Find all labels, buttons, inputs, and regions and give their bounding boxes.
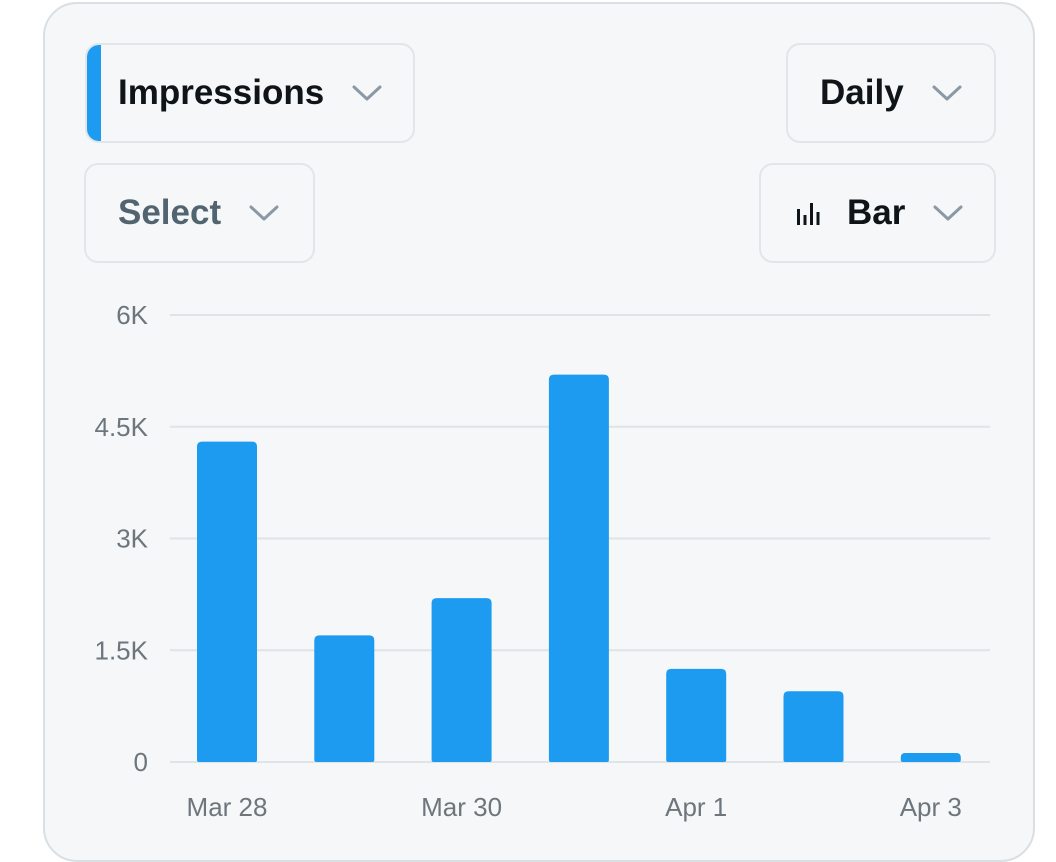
x-tick-label: Mar 28 (187, 792, 268, 822)
bar-mar-31[interactable] (548, 374, 609, 762)
bar-apr-1[interactable] (666, 668, 727, 762)
x-tick-label: Apr 1 (665, 792, 727, 822)
interval-dropdown[interactable]: Daily (786, 43, 996, 143)
select-dropdown[interactable]: Select (84, 163, 315, 263)
metric-dropdown[interactable]: Impressions (85, 43, 415, 143)
bar-chart-icon (797, 203, 820, 225)
bar-mar-28[interactable] (197, 441, 257, 762)
select-dropdown-label: Select (118, 193, 222, 232)
y-tick-label: 6K (116, 300, 148, 330)
chart-type-dropdown[interactable]: Bar (759, 163, 996, 263)
bar-apr-3[interactable] (900, 753, 961, 762)
interval-dropdown-label: Daily (820, 73, 904, 112)
bar-mar-30[interactable] (431, 598, 492, 762)
bar-apr-2[interactable] (783, 691, 844, 762)
metric-dropdown-label: Impressions (118, 73, 325, 112)
chevron-down-icon (932, 85, 962, 101)
chevron-down-icon (933, 205, 963, 221)
chart-type-dropdown-label: Bar (847, 193, 906, 232)
chevron-down-icon (352, 85, 382, 101)
y-tick-label: 4.5K (95, 412, 149, 442)
chevron-down-icon (249, 205, 279, 221)
y-tick-label: 3K (116, 524, 148, 554)
x-tick-label: Apr 3 (900, 792, 962, 822)
metric-accent-bar (87, 45, 101, 141)
bar-mar-29[interactable] (314, 635, 375, 762)
x-tick-label: Mar 30 (421, 792, 502, 822)
y-tick-label: 0 (134, 747, 148, 777)
y-tick-label: 1.5K (95, 635, 149, 665)
